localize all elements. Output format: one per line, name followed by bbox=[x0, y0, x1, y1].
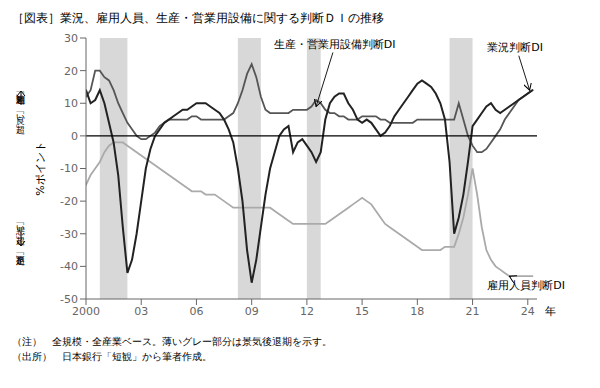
svg-text:30: 30 bbox=[64, 32, 78, 45]
svg-text:2000: 2000 bbox=[72, 305, 100, 318]
svg-text:21: 21 bbox=[466, 305, 480, 318]
svg-text:雇用人員判断DI: 雇用人員判断DI bbox=[487, 279, 565, 292]
svg-text:24: 24 bbox=[521, 305, 535, 318]
svg-text:06: 06 bbox=[189, 305, 203, 318]
svg-text:18: 18 bbox=[410, 305, 424, 318]
svg-text:12: 12 bbox=[300, 305, 314, 318]
svg-text:業況判断DI: 業況判断DI bbox=[487, 41, 543, 54]
svg-text:20: 20 bbox=[64, 65, 78, 78]
svg-text:%ポイント: %ポイント bbox=[34, 141, 47, 195]
svg-text:-20: -20 bbox=[60, 195, 78, 208]
svg-text:10: 10 bbox=[64, 97, 78, 110]
svg-text:-50: -50 bbox=[60, 293, 78, 306]
svg-text:03: 03 bbox=[134, 305, 148, 318]
svg-text:15: 15 bbox=[355, 305, 369, 318]
svg-text:-30: -30 bbox=[60, 228, 78, 241]
svg-text:-10: -10 bbox=[60, 162, 78, 175]
html-text:（注） 全規模・全産業ベース。薄いグレー部分は景気後退期を示: （注） 全規模・全産業ベース。薄いグレー部分は景気後退期を示す。 bbox=[12, 336, 332, 347]
html-text:「過剰」超: 「過剰」超 bbox=[16, 88, 26, 89]
html-text:「悪い」超: 「悪い」超 bbox=[16, 218, 26, 229]
html-text:「不足」超: 「不足」超 bbox=[16, 248, 26, 249]
html-text:「良い」超: 「良い」超 bbox=[16, 108, 26, 119]
svg-text:-40: -40 bbox=[60, 260, 78, 273]
svg-text:0: 0 bbox=[71, 130, 78, 143]
svg-text:09: 09 bbox=[245, 305, 259, 318]
html-text:［図表］業況、雇用人員、生産・営業用設備に関する判断ＤＩの推: ［図表］業況、雇用人員、生産・営業用設備に関する判断ＤＩの推移 bbox=[12, 11, 384, 25]
svg-text:年: 年 bbox=[545, 305, 556, 318]
html-text:（出所） 日本銀行「短観」から筆者作成。: （出所） 日本銀行「短観」から筆者作成。 bbox=[12, 351, 212, 362]
svg-text:生産・営業用設備判断DI: 生産・営業用設備判断DI bbox=[274, 38, 396, 51]
